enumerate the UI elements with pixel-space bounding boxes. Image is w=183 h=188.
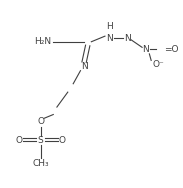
Text: N: N [81, 61, 87, 70]
Text: S: S [38, 136, 43, 145]
Text: N: N [142, 45, 149, 54]
Text: O: O [15, 136, 22, 145]
Text: N: N [124, 33, 131, 42]
Text: H₂N: H₂N [34, 37, 51, 46]
Text: N: N [106, 33, 113, 42]
Text: =O: =O [164, 45, 178, 54]
Text: O: O [37, 118, 44, 127]
Text: CH₃: CH₃ [32, 158, 49, 168]
Text: H: H [106, 22, 113, 31]
Text: O: O [59, 136, 66, 145]
Text: O⁻: O⁻ [153, 60, 165, 69]
